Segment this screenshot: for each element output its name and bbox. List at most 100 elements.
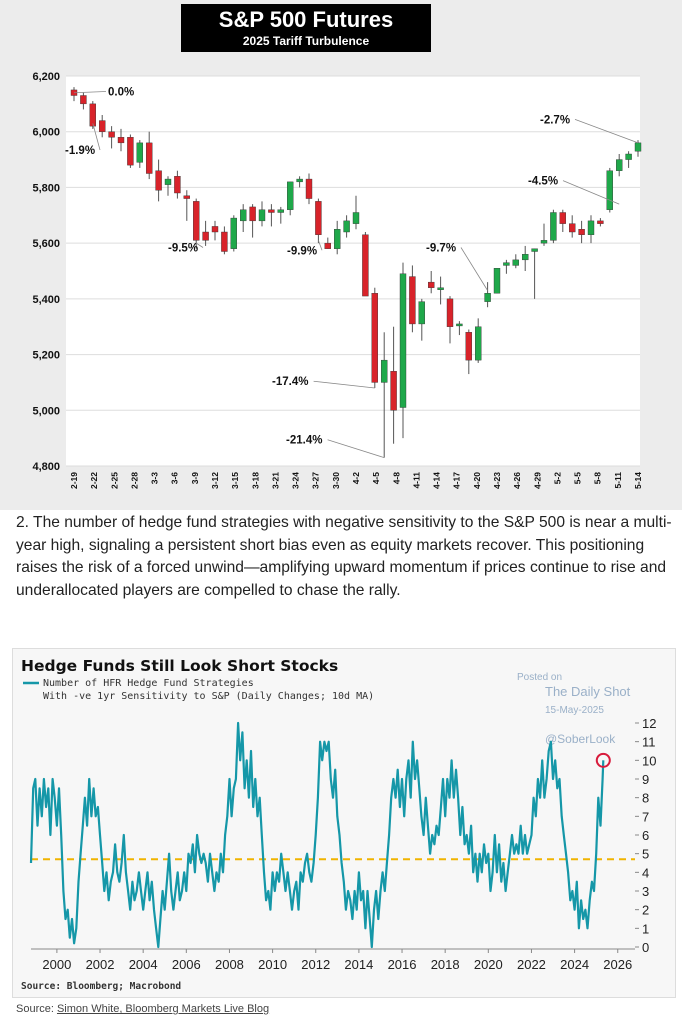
watermark-site: The Daily Shot — [545, 684, 631, 699]
x-tick-label: 4-29 — [532, 472, 542, 489]
candle-body — [192, 201, 200, 241]
x-tick-label: 2012 — [301, 957, 330, 972]
x-tick-label: 2016 — [388, 957, 417, 972]
y-tick-label: 3 — [642, 884, 649, 899]
x-tick-label: 2010 — [258, 957, 287, 972]
chart-subtitle: 2025 Tariff Turbulence — [242, 34, 370, 48]
annotation-leader — [195, 242, 204, 248]
series-line — [29, 721, 605, 949]
candle-body — [352, 212, 360, 224]
x-tick-label: 2004 — [129, 957, 158, 972]
annotation-leader — [92, 123, 101, 151]
x-tick-label: 3-27 — [311, 472, 321, 489]
candle-body — [493, 268, 501, 294]
annotation-label: -21.4% — [286, 435, 322, 447]
y-tick-label: 5,200 — [32, 350, 60, 362]
y-tick-label: 6,000 — [32, 127, 60, 139]
candle-body — [531, 248, 538, 252]
x-tick-label: 2-19 — [69, 472, 79, 489]
candle-body — [164, 178, 172, 185]
x-tick-label: 2006 — [172, 957, 201, 972]
candle-body — [475, 326, 482, 361]
x-tick-label: 4-17 — [452, 472, 462, 489]
candle-body — [446, 298, 454, 327]
candle-body — [108, 131, 115, 138]
x-tick-label: 2008 — [215, 957, 244, 972]
source-link[interactable]: Simon White, Bloomberg Markets Live Blog — [56, 1003, 270, 1015]
x-tick-label: 3-12 — [210, 472, 220, 489]
annotation-label: -9.5% — [168, 243, 198, 255]
x-tick-label: 5-5 — [573, 472, 583, 485]
candle-body — [381, 359, 388, 383]
watermark-date: 15-May-2025 — [545, 705, 604, 716]
candle-body — [221, 231, 228, 252]
annotation-leader — [460, 247, 488, 291]
y-tick-label: 10 — [642, 753, 656, 768]
candle-body — [305, 178, 313, 199]
candle-body — [418, 301, 425, 325]
candle-body — [277, 209, 284, 213]
x-tick-label: 2022 — [517, 957, 546, 972]
x-tick-label: 3-24 — [291, 472, 301, 489]
candlestick-chart: 4,800 5,000 5,200 5,400 5,600 5,800 6,000 6,200… — [32, 71, 643, 489]
x-tick-label: 2014 — [344, 957, 373, 972]
x-tick-label: 4-2 — [351, 472, 361, 485]
candle-body — [634, 142, 642, 152]
x-tick-label: 3-21 — [270, 472, 280, 489]
x-tick-label: 4-26 — [512, 472, 522, 489]
x-tick-label: 5-11 — [613, 472, 623, 489]
y-tick-label: 4,800 — [32, 461, 60, 473]
candle-body — [578, 229, 585, 235]
x-tick-label: 2026 — [603, 957, 632, 972]
x-tick-label: 5-2 — [552, 472, 562, 485]
annotation-leader — [574, 118, 639, 144]
x-tick-label: 4-14 — [432, 472, 442, 489]
annotation-leader — [327, 439, 385, 459]
x-tick-label: 4-20 — [472, 472, 482, 489]
candle-body — [503, 262, 510, 266]
candle-body — [89, 103, 97, 127]
x-tick-label: 4-5 — [371, 472, 381, 485]
candle-body — [540, 240, 548, 244]
x-tick-label: 2020 — [474, 957, 503, 972]
x-tick-label: 2-28 — [129, 472, 139, 489]
candle-body — [616, 159, 623, 171]
source-prefix: Source: — [16, 1003, 57, 1015]
annotation-label: -9.7% — [426, 243, 456, 255]
candle-body — [80, 95, 87, 105]
candle-body — [456, 323, 463, 327]
candle-body — [268, 209, 275, 213]
candle-body — [202, 231, 209, 241]
hf-source-note: Source: Bloomberg; Macrobond — [21, 981, 181, 992]
candle-body — [343, 220, 350, 233]
chart-title: S&P 500 Futures — [218, 7, 394, 32]
watermark-posted: Posted on — [517, 672, 562, 683]
candlestick-panel: S&P 500 Futures 2025 Tariff Turbulence 4… — [0, 0, 682, 510]
y-tick-label: 5,800 — [32, 182, 60, 194]
candle-body — [512, 259, 519, 266]
candle-body — [136, 142, 144, 163]
commentary-text: 2. The number of hedge fund strategies w… — [16, 514, 672, 599]
y-tick-label: 8 — [642, 791, 649, 806]
x-tick-label: 4-11 — [411, 472, 421, 489]
candle-body — [334, 229, 341, 249]
candle-body — [390, 371, 397, 411]
annotation-leader — [318, 240, 323, 251]
y-tick-label: 6,200 — [32, 71, 60, 83]
y-tick-label: 2 — [642, 903, 649, 918]
y-tick-label: 5,400 — [32, 294, 60, 306]
annotation-label: -4.5% — [528, 176, 558, 188]
candle-body — [465, 332, 472, 361]
y-tick-label: 11 — [642, 735, 656, 750]
x-tick-label: 3-30 — [331, 472, 341, 489]
candle-body — [127, 137, 134, 166]
x-tick-label: 3-18 — [250, 472, 260, 489]
candle-body — [437, 287, 444, 290]
x-tick-label: 2-25 — [109, 472, 119, 489]
candle-body — [239, 209, 247, 222]
x-tick-label: 2002 — [86, 957, 115, 972]
x-tick-label: 3-15 — [230, 472, 240, 489]
candle-body — [117, 137, 125, 144]
candle-body — [371, 293, 378, 383]
candle-body — [522, 254, 529, 261]
